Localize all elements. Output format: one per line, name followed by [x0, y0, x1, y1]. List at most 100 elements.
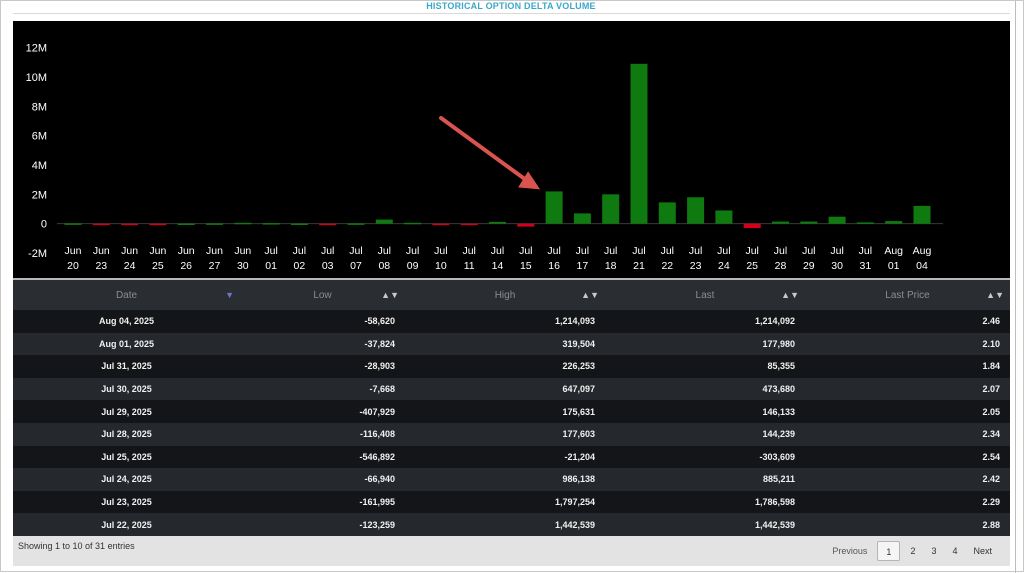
bar[interactable]: [885, 221, 903, 224]
bar[interactable]: [602, 194, 620, 224]
bar[interactable]: [687, 197, 705, 224]
bar[interactable]: [772, 221, 789, 224]
cell-date: Jul 31, 2025: [13, 355, 240, 378]
cell-low: -66,940: [240, 468, 405, 491]
x-tick-label: 31: [860, 260, 872, 272]
x-tick-label: Jul: [321, 245, 334, 257]
pagination-previous[interactable]: Previous: [832, 546, 868, 556]
x-tick-label: Jul: [462, 245, 475, 257]
cell-last: 1,786,598: [605, 490, 805, 514]
table-body: Aug 04, 2025 -58,620 1,214,093 1,214,092 2.4…: [13, 310, 1010, 536]
cell-high: 319,504: [405, 332, 605, 356]
x-tick-label: 21: [633, 260, 645, 272]
column-header-last-price[interactable]: Last Price ▲▼: [805, 280, 1010, 310]
column-header-date[interactable]: Date ▼: [13, 280, 240, 310]
x-tick-label: 25: [746, 260, 758, 272]
cell-low: -58,620: [240, 310, 405, 333]
x-tick-label: Jul: [293, 245, 306, 257]
x-tick-label: Jul: [830, 245, 843, 257]
bar[interactable]: [375, 219, 393, 224]
column-header-high[interactable]: High ▲▼: [405, 280, 605, 310]
x-tick-label: 01: [265, 260, 277, 272]
x-tick-label: 09: [407, 260, 419, 272]
bar[interactable]: [404, 222, 422, 225]
chart-table-divider: [13, 278, 1010, 280]
bar[interactable]: [715, 210, 733, 224]
bar[interactable]: [206, 223, 223, 225]
pagination-page-4[interactable]: 4: [952, 546, 958, 556]
x-tick-label: Jul: [491, 245, 504, 257]
table-row: Jul 28, 2025 -116,408 177,603 144,239 2.34: [13, 422, 1010, 446]
bar[interactable]: [517, 223, 535, 227]
sort-icon[interactable]: ▲▼: [986, 290, 1004, 300]
x-tick-label: 22: [661, 260, 673, 272]
pagination-page-2[interactable]: 2: [910, 546, 916, 556]
x-tick-label: 23: [95, 260, 107, 272]
bar[interactable]: [856, 222, 874, 224]
cell-high: 177,603: [405, 422, 605, 446]
bar[interactable]: [658, 202, 676, 224]
bar[interactable]: [545, 191, 563, 224]
x-tick-label: 27: [209, 260, 221, 272]
cell-last-price: 2.54: [805, 445, 1010, 469]
x-tick-label: 02: [294, 260, 306, 272]
pagination-page-1[interactable]: 1: [877, 541, 901, 561]
bar[interactable]: [64, 223, 82, 225]
x-tick-label: Jul: [519, 245, 532, 257]
bar[interactable]: [743, 223, 761, 229]
cell-last: 146,133: [605, 400, 805, 423]
bar[interactable]: [234, 222, 252, 225]
cell-date: Jul 29, 2025: [13, 400, 240, 423]
bar[interactable]: [177, 223, 195, 226]
bar[interactable]: [913, 205, 931, 224]
pagination-page-3[interactable]: 3: [931, 546, 937, 556]
pagination-next[interactable]: Next: [973, 546, 992, 556]
sort-icon[interactable]: ▲▼: [381, 290, 399, 300]
bar[interactable]: [92, 223, 110, 226]
bar[interactable]: [290, 223, 308, 226]
bar[interactable]: [800, 221, 818, 224]
table-header-row: Date ▼ Low ▲▼ High ▲▼ Last ▲▼ Last Price ▲▼: [13, 280, 1010, 310]
x-tick-label: 16: [548, 260, 560, 272]
x-tick-label: 30: [831, 260, 843, 272]
cell-last-price: 2.46: [805, 310, 1010, 333]
cell-date: Jul 25, 2025: [13, 445, 240, 469]
x-tick-label: Jul: [632, 245, 645, 257]
cell-last-price: 2.42: [805, 468, 1010, 491]
sort-desc-icon[interactable]: ▼: [225, 290, 234, 300]
table-row: Jul 31, 2025 -28,903 226,253 85,355 1.84: [13, 355, 1010, 378]
table-footer: Showing 1 to 10 of 31 entries Previous 1…: [13, 536, 1010, 566]
bar[interactable]: [630, 63, 648, 224]
y-tick-label: 0: [41, 219, 47, 231]
column-header-last[interactable]: Last ▲▼: [605, 280, 805, 310]
column-header-low[interactable]: Low ▲▼: [240, 280, 405, 310]
bar[interactable]: [347, 223, 365, 225]
bar[interactable]: [573, 213, 591, 224]
cell-last-price: 2.88: [805, 513, 1010, 536]
cell-date: Aug 01, 2025: [13, 332, 240, 356]
x-tick-label: Jul: [604, 245, 617, 257]
x-tick-label: Jun: [93, 245, 110, 257]
bar[interactable]: [121, 223, 139, 226]
bar[interactable]: [149, 223, 167, 226]
cell-low: -123,259: [240, 513, 405, 536]
cell-low: -37,824: [240, 332, 405, 356]
bar[interactable]: [828, 216, 846, 224]
bar[interactable]: [460, 223, 478, 226]
y-tick-label: 6M: [32, 131, 47, 143]
x-tick-label: 15: [520, 260, 532, 272]
sort-icon[interactable]: ▲▼: [581, 290, 599, 300]
table-row: Aug 01, 2025 -37,824 319,504 177,980 2.10: [13, 332, 1010, 356]
bar[interactable]: [319, 223, 337, 226]
x-tick-label: 28: [775, 260, 787, 272]
bar[interactable]: [262, 223, 280, 225]
bar[interactable]: [432, 223, 450, 226]
cell-low: -28,903: [240, 355, 405, 378]
sort-icon[interactable]: ▲▼: [781, 290, 799, 300]
cell-date: Aug 04, 2025: [13, 310, 240, 333]
cell-low: -407,929: [240, 400, 405, 423]
cell-last-price: 2.05: [805, 400, 1010, 423]
bar[interactable]: [489, 221, 506, 224]
history-table: Date ▼ Low ▲▼ High ▲▼ Last ▲▼ Last Price ▲▼ A…: [13, 280, 1010, 536]
